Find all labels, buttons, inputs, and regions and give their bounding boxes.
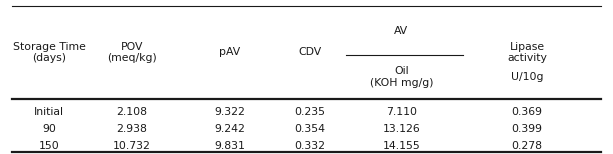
Text: 0.332: 0.332 — [294, 141, 325, 151]
Text: 14.155: 14.155 — [383, 141, 421, 151]
Text: 90: 90 — [42, 124, 56, 134]
Text: Lipase
activity: Lipase activity — [507, 42, 547, 63]
Text: U/10g: U/10g — [511, 72, 544, 82]
Text: 7.110: 7.110 — [386, 107, 417, 117]
Text: Initial: Initial — [34, 107, 64, 117]
Text: 0.235: 0.235 — [294, 107, 325, 117]
Text: 9.831: 9.831 — [215, 141, 245, 151]
Text: 2.108: 2.108 — [116, 107, 147, 117]
Text: 9.322: 9.322 — [215, 107, 245, 117]
Text: pAV: pAV — [219, 47, 240, 57]
Text: 2.938: 2.938 — [116, 124, 147, 134]
Text: POV
(meq/kg): POV (meq/kg) — [107, 42, 157, 63]
Text: 150: 150 — [39, 141, 59, 151]
Text: 0.369: 0.369 — [512, 107, 543, 117]
Text: Oil
(KOH mg/g): Oil (KOH mg/g) — [370, 66, 433, 88]
Text: 0.278: 0.278 — [512, 141, 543, 151]
Text: Storage Time
(days): Storage Time (days) — [13, 42, 85, 63]
Text: AV: AV — [394, 26, 409, 36]
Text: 9.242: 9.242 — [215, 124, 245, 134]
Text: 13.126: 13.126 — [383, 124, 421, 134]
Text: 0.399: 0.399 — [512, 124, 543, 134]
Text: 10.732: 10.732 — [113, 141, 151, 151]
Text: 0.354: 0.354 — [294, 124, 325, 134]
Text: CDV: CDV — [298, 47, 321, 57]
